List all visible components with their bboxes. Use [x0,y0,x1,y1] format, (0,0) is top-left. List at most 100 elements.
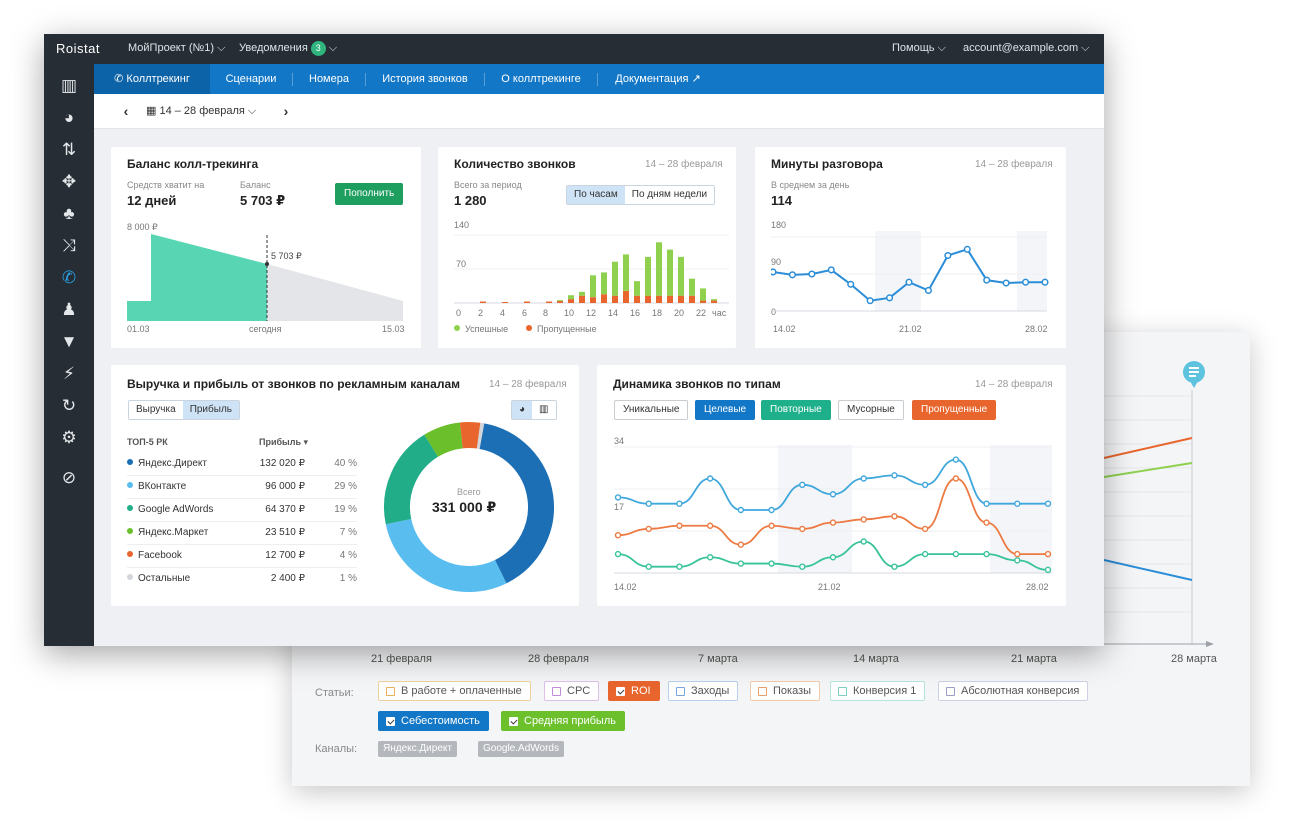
toggle-profit[interactable]: Прибыль [182,401,239,419]
weekend-band [1017,231,1047,311]
toggle-revenue[interactable]: Выручка [129,401,183,419]
dynamics-x-tick: 14.02 [614,582,637,592]
bar-missed [524,301,530,303]
eye-slash-icon[interactable]: ⊘ [61,468,77,487]
chip-avg-profit[interactable]: Средняя прибыль [501,711,625,731]
table-row: Facebook 12 700 ₽4 % [127,545,357,568]
shuffle-icon[interactable]: ⤨ [62,236,76,255]
prev-period-button[interactable]: ‹ [123,103,129,119]
dynamics-y-tick: 17 [614,502,625,512]
col-profit-header[interactable]: Прибыль ▾ [259,437,309,447]
topup-button[interactable]: Пополнить [335,183,404,205]
calls-legend-missed: Пропущенные [526,324,597,334]
phone-icon: ✆ [114,73,124,85]
chevron-down-icon: ⌵ [247,105,257,117]
chip-conversion[interactable]: Конверсия 1 [830,681,926,701]
dynamics-point [1014,550,1021,558]
dynamics-point [891,563,898,570]
next-period-button[interactable]: › [283,103,289,119]
minutes-x-tick: 21.02 [899,324,922,334]
dynamics-point [1044,566,1052,574]
minutes-point [963,245,971,253]
phone-icon[interactable]: ✆ [61,268,77,287]
pie-chart-icon[interactable]: ◕ [512,401,533,419]
chip-impressions[interactable]: Показы [750,681,821,701]
table-row: Google AdWords 64 370 ₽19 % [127,499,357,522]
bar-missed [590,297,596,303]
type-chip-unique[interactable]: Уникальные [614,400,689,420]
legend-dot [526,325,532,331]
sort-arrows-icon[interactable]: ⇅ [61,140,77,159]
chip-visits[interactable]: Заходы [668,681,739,701]
filter-icon[interactable]: ▼ [60,332,78,351]
tab-documentation[interactable]: Документация ↗ [615,73,701,85]
tab-call-history[interactable]: История звонков [382,73,468,85]
user-search-icon[interactable]: ♟ [61,300,77,319]
back-x-tick: 21 марта [1011,653,1057,665]
donut-slice [384,434,439,525]
help-menu[interactable]: Помощь ⌵ [892,42,946,54]
chevron-down-icon: ⌵ [217,42,226,54]
plug-icon[interactable]: ⚡ [63,364,75,383]
crosshair-icon[interactable]: ✥ [61,172,77,191]
today-point [265,262,269,266]
balance-marker-label: 5 703 ₽ [271,251,302,261]
account-menu[interactable]: account@example.com ⌵ [963,42,1090,54]
minutes-y-tick: 0 [771,307,777,317]
donut-label: Всего [457,487,481,497]
dynamics-point [614,531,622,539]
tab-about[interactable]: О коллтрекинге [501,73,581,85]
project-selector[interactable]: МойПроект (№1) ⌵ [128,42,226,54]
toggle-weekdays[interactable]: По дням недели [624,186,715,204]
bar-success [689,278,695,296]
bar-chart-icon[interactable]: ▥ [60,76,78,95]
card-date: 14 – 28 февраля [975,379,1053,390]
type-chip-missed[interactable]: Пропущенные [912,400,997,420]
date-range-picker[interactable]: ▦ 14 – 28 февраля ⌵ [146,105,257,117]
chip-cost[interactable]: Себестоимость [378,711,489,731]
chip-cpc[interactable]: CPC [544,681,600,701]
type-chip-junk[interactable]: Мусорные [838,400,904,420]
bar-success [623,254,629,291]
sitemap-icon[interactable]: ♣ [63,204,75,223]
bar-chart-icon[interactable]: ▥ [532,401,556,419]
card-title: Выручка и прибыль от звонков по рекламны… [127,377,461,391]
channel-tag[interactable]: Яндекс.Директ [378,741,457,757]
donut-slice [385,518,507,592]
donut-slice [479,423,554,584]
notifications-badge: 3 [310,41,326,56]
chip-in-work[interactable]: В работе + оплаченные [378,681,531,701]
channel-tag[interactable]: Google.AdWords [478,741,564,757]
bar-success [711,299,717,301]
dynamics-card: Динамика звонков по типам 14 – 28 феврал… [597,365,1066,606]
bar-success [579,291,585,296]
tab-calltracking[interactable]: ✆ Коллтрекинг [94,64,210,94]
pie-chart-icon[interactable]: ◕ [63,108,75,127]
tab-numbers[interactable]: Номера [309,73,349,85]
bar-success [678,256,684,296]
card-date: 14 – 28 февраля [489,379,567,390]
bar-missed [557,301,563,303]
dynamics-point [952,475,960,482]
gear-icon[interactable]: ⚙ [61,428,77,447]
type-chip-repeat[interactable]: Повторные [761,400,831,420]
chip-absolute-conversion[interactable]: Абсолютная конверсия [938,681,1089,701]
toggle-hours[interactable]: По часам [567,186,625,204]
type-chip-target[interactable]: Целевые [695,400,756,420]
tab-scenarios[interactable]: Сценарии [225,73,277,85]
app-window: Roistat МойПроект (№1) ⌵ Уведомления 3 ⌵ П… [44,34,1104,646]
chip-roi[interactable]: ROI [608,681,660,701]
refresh-settings-icon[interactable]: ↻ [61,396,77,415]
dynamics-point [921,525,929,533]
calls-period-toggle: По часам По дням недели [566,185,716,205]
minutes-line-chart [771,231,1049,312]
stats-label: Статьи: [315,687,354,699]
back-line-cost [1103,559,1193,581]
bar-missed [711,300,717,303]
bar-success [700,288,706,301]
minutes-point [944,251,952,260]
notifications-menu[interactable]: Уведомления 3 ⌵ [239,41,338,56]
nav-divider [597,73,598,86]
dynamics-line-chart [614,445,1052,574]
bar-success [645,256,651,296]
